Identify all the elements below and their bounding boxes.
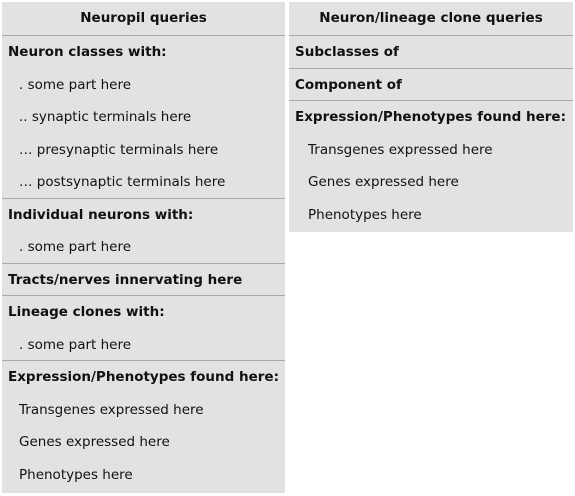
query-clone-transgenes-expressed[interactable]: Transgenes expressed here <box>308 141 493 158</box>
query-individual-neurons-some-part[interactable]: . some part here <box>2 231 285 264</box>
neuropil-queries-panel: Neuropil queries Neuron classes with: . … <box>2 2 285 493</box>
query-neuron-classes-postsynaptic-terminals[interactable]: … postsynaptic terminals here <box>2 166 285 199</box>
query-lineage-clones-some-part[interactable]: . some part here <box>2 329 285 361</box>
neuron-lineage-clone-queries-header: Neuron/lineage clone queries <box>289 2 573 36</box>
query-neuron-classes-with: Neuron classes with: <box>8 44 167 60</box>
query-genes-expressed[interactable]: Genes expressed here <box>19 434 170 450</box>
query-neuron-classes-synaptic-terminals[interactable]: .. synaptic terminals here <box>19 109 192 125</box>
query-expression-phenotypes-heading: Expression/Phenotypes found here: <box>8 369 279 385</box>
query-transgenes-expressed[interactable]: Transgenes expressed here <box>19 401 204 418</box>
query-phenotypes[interactable]: Phenotypes here <box>19 466 133 483</box>
query-subclasses-of[interactable]: Subclasses of <box>289 36 573 69</box>
neuropil-queries-header: Neuropil queries <box>2 2 285 36</box>
query-clone-phenotypes[interactable]: Phenotypes here <box>308 206 422 223</box>
query-clone-genes-expressed[interactable]: Genes expressed here <box>308 174 459 190</box>
query-individual-neurons-with: Individual neurons with: <box>8 206 194 223</box>
query-lineage-clones-with: Lineage clones with: <box>8 304 165 320</box>
query-tracts-nerves-innervating[interactable]: Tracts/nerves innervating here <box>2 264 285 296</box>
neuron-lineage-clone-queries-panel: Neuron/lineage clone queries Subclasses … <box>289 2 573 232</box>
query-component-of[interactable]: Component of <box>289 69 573 101</box>
query-neuron-classes-presynaptic-terminals[interactable]: … presynaptic terminals here <box>19 141 219 158</box>
query-neuron-classes-some-part[interactable]: . some part here <box>19 76 132 93</box>
query-clone-expression-phenotypes-heading: Expression/Phenotypes found here: <box>295 109 566 125</box>
